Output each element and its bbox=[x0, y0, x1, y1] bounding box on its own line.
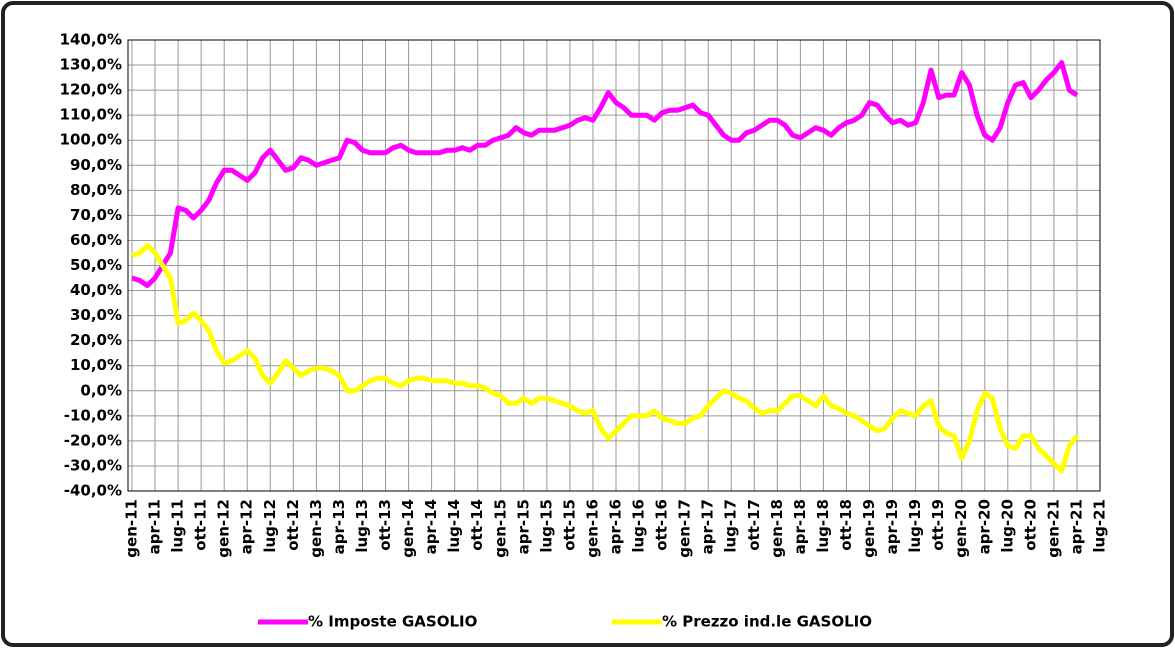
x-tick-label: apr-11 bbox=[146, 499, 164, 554]
series-line bbox=[131, 60, 1079, 288]
x-tick-label: apr-19 bbox=[883, 499, 901, 554]
y-tick-label: 40,0% bbox=[70, 281, 122, 299]
x-tick-label: lug-19 bbox=[906, 499, 924, 553]
x-tick-label: ott-19 bbox=[929, 499, 947, 551]
x-tick-label: lug-17 bbox=[722, 499, 740, 553]
series-line bbox=[131, 243, 1079, 474]
plot-border bbox=[127, 39, 1101, 492]
y-tick-label: 60,0% bbox=[70, 231, 122, 249]
x-tick-label: lug-15 bbox=[537, 499, 555, 553]
x-tick-label: ott-14 bbox=[468, 499, 486, 551]
x-tick-label: ott-18 bbox=[837, 499, 855, 551]
x-tick-label: lug-20 bbox=[998, 499, 1016, 553]
x-tick-label: gen-17 bbox=[676, 499, 694, 558]
x-tick-label: ott-17 bbox=[745, 499, 763, 551]
y-tick-label: -10,0% bbox=[64, 406, 122, 424]
x-tick-label: apr-12 bbox=[238, 499, 256, 554]
y-tick-label: 50,0% bbox=[70, 256, 122, 274]
x-tick-label: apr-13 bbox=[330, 499, 348, 554]
x-tick-label: apr-21 bbox=[1067, 499, 1085, 554]
x-tick-label: apr-14 bbox=[422, 499, 440, 554]
x-tick-label: apr-18 bbox=[791, 499, 809, 554]
x-tick-label: ott-15 bbox=[560, 499, 578, 551]
x-tick-label: lug-11 bbox=[169, 499, 187, 553]
x-tick-label: lug-16 bbox=[630, 499, 648, 553]
y-tick-label: 120,0% bbox=[60, 81, 122, 99]
x-tick-label: gen-13 bbox=[307, 499, 325, 558]
y-tick-label: 90,0% bbox=[70, 156, 122, 174]
x-tick-label: gen-16 bbox=[583, 499, 601, 558]
x-tick-label: lug-13 bbox=[353, 499, 371, 553]
x-tick-label: ott-11 bbox=[192, 499, 210, 551]
x-tick-label: gen-15 bbox=[491, 499, 509, 558]
x-tick-label: gen-21 bbox=[1044, 499, 1062, 558]
x-tick-label: apr-20 bbox=[975, 499, 993, 554]
x-tick-label: gen-12 bbox=[215, 499, 233, 558]
y-tick-label: 130,0% bbox=[60, 56, 122, 74]
y-tick-label: 30,0% bbox=[70, 306, 122, 324]
y-tick-label: 70,0% bbox=[70, 206, 122, 224]
x-tick-label: apr-16 bbox=[607, 499, 625, 554]
x-tick-label: lug-14 bbox=[445, 499, 463, 553]
x-tick-label: lug-12 bbox=[261, 499, 279, 553]
y-tick-label: 100,0% bbox=[60, 131, 122, 149]
x-tick-label: gen-19 bbox=[860, 499, 878, 558]
y-tick-label: 140,0% bbox=[60, 31, 122, 49]
x-tick-label: lug-21 bbox=[1091, 499, 1109, 553]
x-tick-label: lug-18 bbox=[814, 499, 832, 553]
legend-label: % Prezzo ind.le GASOLIO bbox=[662, 613, 872, 631]
x-tick-label: gen-11 bbox=[123, 499, 141, 558]
y-tick-label: -40,0% bbox=[64, 482, 122, 500]
x-tick-label: apr-15 bbox=[514, 499, 532, 554]
x-tick-label: gen-18 bbox=[768, 499, 786, 558]
x-tick-label: ott-16 bbox=[653, 499, 671, 551]
legend-label: % Imposte GASOLIO bbox=[308, 613, 477, 631]
y-tick-label: -30,0% bbox=[64, 456, 122, 474]
x-tick-label: apr-17 bbox=[699, 499, 717, 554]
y-tick-label: -20,0% bbox=[64, 431, 122, 449]
y-tick-label: 20,0% bbox=[70, 331, 122, 349]
x-tick-label: gen-20 bbox=[952, 499, 970, 558]
x-tick-label: gen-14 bbox=[399, 499, 417, 558]
y-tick-label: 110,0% bbox=[60, 106, 122, 124]
x-tick-label: ott-20 bbox=[1021, 499, 1039, 551]
y-tick-label: 10,0% bbox=[70, 356, 122, 374]
y-tick-label: 80,0% bbox=[70, 181, 122, 199]
x-tick-label: ott-12 bbox=[284, 499, 302, 551]
x-tick-label: ott-13 bbox=[376, 499, 394, 551]
y-tick-label: 0,0% bbox=[80, 381, 122, 399]
